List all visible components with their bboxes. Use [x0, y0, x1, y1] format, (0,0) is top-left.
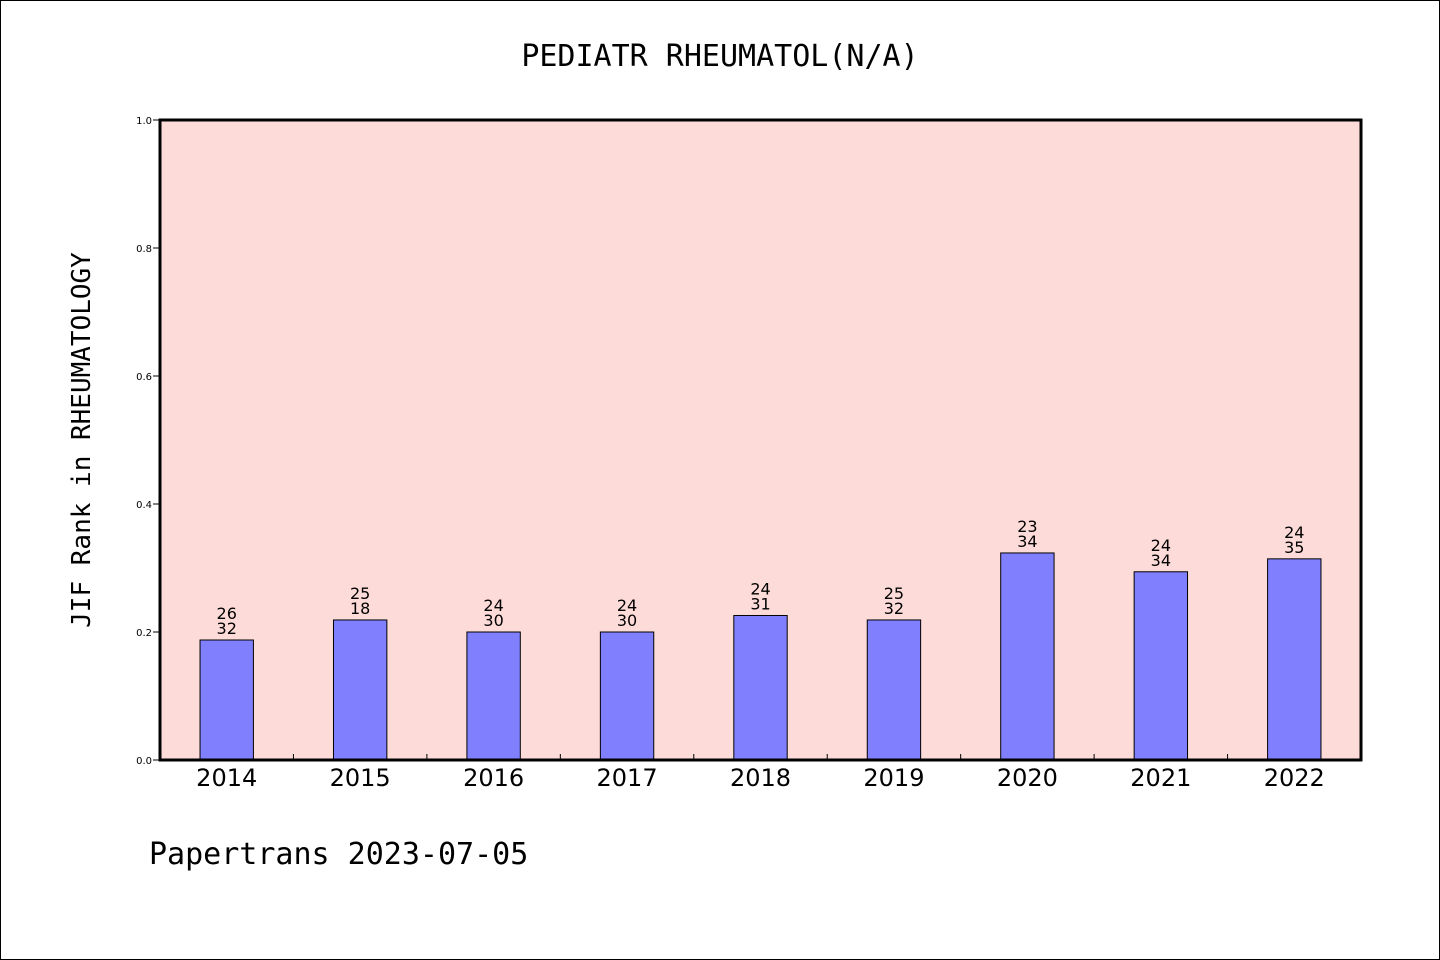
data-label-bottom: 30	[483, 611, 503, 630]
y-tick-label: 0.4	[136, 500, 152, 511]
data-label-bottom: 34	[1017, 532, 1037, 551]
y-tick-label: 1.0	[136, 116, 152, 127]
x-tick-label: 2022	[1264, 764, 1325, 792]
x-tick-label: 2019	[863, 764, 924, 792]
bar	[466, 631, 521, 761]
data-label-bottom: 32	[217, 619, 237, 638]
chart-title: PEDIATR RHEUMATOL(N/A)	[521, 39, 918, 74]
bar	[599, 631, 655, 761]
data-label-top: 25	[350, 584, 370, 603]
data-label-top: 23	[1017, 517, 1037, 536]
y-tick-label: 0.6	[136, 372, 152, 383]
footer-text: Papertrans 2023-07-05	[149, 837, 528, 872]
data-label-top: 24	[1151, 536, 1171, 555]
x-tick-label: 2016	[463, 764, 524, 792]
data-label-bottom: 30	[617, 611, 637, 630]
bar	[866, 619, 922, 761]
y-axis: 0.0 0.2 0.4 0.6 0.8 1.0	[136, 116, 160, 767]
bar	[199, 639, 254, 761]
y-tick-label: 0.0	[136, 756, 152, 767]
bar-series	[199, 552, 1322, 761]
y-tick-label: 0.2	[136, 628, 152, 639]
y-tick-label: 0.8	[136, 244, 152, 255]
data-label-bottom: 35	[1284, 538, 1304, 557]
x-tick-label: 2021	[1130, 764, 1191, 792]
x-tick-label: 2015	[330, 764, 391, 792]
data-label-bottom: 34	[1151, 551, 1171, 570]
y-axis-label: JIF Rank in RHEUMATOLOGY	[67, 252, 97, 628]
bar	[1133, 571, 1189, 761]
bar	[733, 614, 788, 761]
x-tick-label: 2017	[597, 764, 658, 792]
bar	[1267, 558, 1322, 761]
x-tick-label: 2018	[730, 764, 791, 792]
data-label-top: 25	[884, 584, 904, 603]
data-label-top: 24	[750, 579, 770, 598]
plot-border	[158, 118, 1363, 762]
data-label-bottom: 31	[750, 594, 770, 613]
data-label-top: 24	[617, 596, 637, 615]
x-axis: 2014 2015 2016 2017 2018 2019 2020 2021 2022	[196, 754, 1325, 792]
data-label-top: 24	[483, 596, 503, 615]
data-label-bottom: 32	[884, 599, 904, 618]
bar	[1000, 552, 1055, 761]
bar	[332, 619, 388, 761]
data-label-top: 24	[1284, 523, 1304, 542]
data-label-bottom: 18	[350, 599, 370, 618]
x-tick-label: 2014	[196, 764, 257, 792]
data-label-top: 26	[217, 604, 237, 623]
x-tick-label: 2020	[997, 764, 1058, 792]
